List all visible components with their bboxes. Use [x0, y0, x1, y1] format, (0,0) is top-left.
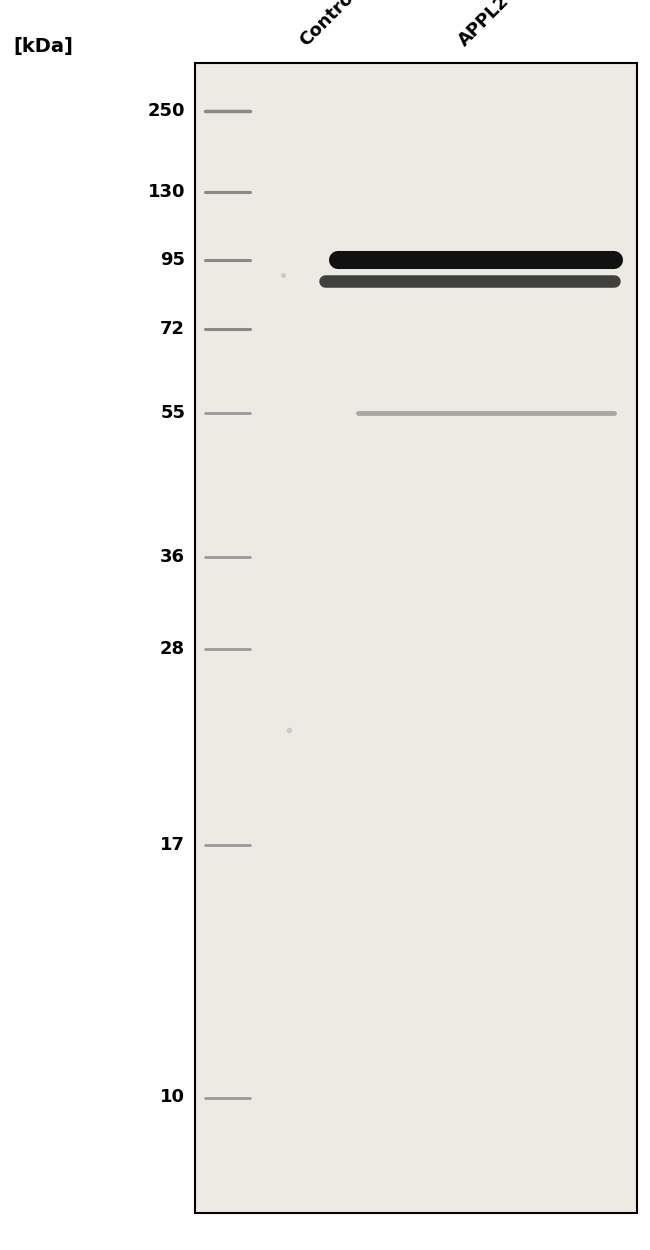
Text: 95: 95 — [161, 251, 185, 269]
FancyBboxPatch shape — [195, 62, 637, 1212]
Text: Control: Control — [296, 0, 361, 50]
Text: 17: 17 — [161, 835, 185, 854]
Text: 28: 28 — [160, 640, 185, 658]
Text: 36: 36 — [161, 548, 185, 566]
Text: [kDa]: [kDa] — [13, 38, 73, 56]
Text: 130: 130 — [148, 184, 185, 201]
Text: 10: 10 — [161, 1089, 185, 1106]
Text: 72: 72 — [161, 320, 185, 339]
Text: APPL2: APPL2 — [455, 0, 514, 50]
Text: 55: 55 — [161, 404, 185, 422]
Text: 250: 250 — [148, 101, 185, 120]
